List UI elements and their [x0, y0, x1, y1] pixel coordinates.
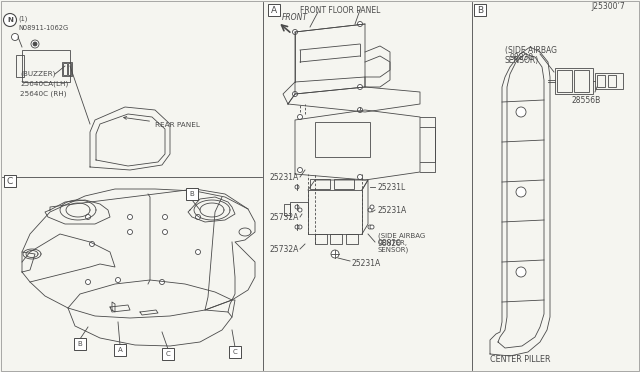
Circle shape — [295, 185, 299, 189]
Text: 25231L: 25231L — [378, 183, 406, 192]
Circle shape — [516, 267, 526, 277]
Circle shape — [370, 205, 374, 209]
Text: B: B — [189, 191, 195, 197]
Bar — [63, 63, 67, 75]
Bar — [315, 234, 327, 244]
Text: (1): (1) — [18, 16, 28, 22]
Circle shape — [368, 208, 372, 212]
FancyBboxPatch shape — [268, 4, 280, 16]
Circle shape — [3, 13, 17, 26]
Circle shape — [358, 108, 362, 112]
Circle shape — [298, 115, 303, 119]
Text: 25732A: 25732A — [270, 244, 300, 253]
Bar — [315, 122, 370, 157]
Text: (BUZZER): (BUZZER) — [20, 71, 56, 77]
Circle shape — [12, 33, 19, 41]
Text: 25231A: 25231A — [270, 173, 300, 182]
Text: 25231A: 25231A — [378, 205, 407, 215]
FancyBboxPatch shape — [162, 348, 174, 360]
Text: C: C — [166, 351, 170, 357]
Circle shape — [31, 40, 39, 48]
FancyBboxPatch shape — [4, 175, 16, 187]
Circle shape — [358, 84, 362, 90]
Bar — [595, 73, 623, 89]
Bar — [22, 50, 70, 82]
Circle shape — [86, 215, 90, 219]
Text: 98830: 98830 — [510, 52, 534, 61]
Circle shape — [90, 241, 95, 247]
Bar — [555, 68, 593, 94]
Circle shape — [295, 205, 299, 209]
Circle shape — [516, 107, 526, 117]
Text: CENTER PILLER: CENTER PILLER — [490, 356, 550, 365]
Text: 25231A: 25231A — [352, 260, 381, 269]
Text: A: A — [118, 347, 122, 353]
Circle shape — [331, 250, 339, 258]
Circle shape — [292, 29, 298, 35]
Text: 25640CA(LH): 25640CA(LH) — [20, 81, 68, 87]
Circle shape — [127, 215, 132, 219]
Text: J25300’7: J25300’7 — [591, 1, 625, 10]
Bar — [62, 62, 72, 76]
Circle shape — [298, 167, 303, 173]
Text: FRONT FLOOR PANEL: FRONT FLOOR PANEL — [300, 6, 380, 15]
Text: N08911-1062G: N08911-1062G — [18, 25, 68, 31]
Text: C: C — [232, 349, 237, 355]
Text: 98820: 98820 — [378, 240, 402, 248]
Text: A: A — [271, 6, 277, 15]
Text: (SIDE AIRBAG
SENSOR): (SIDE AIRBAG SENSOR) — [505, 46, 557, 65]
Bar — [574, 70, 589, 92]
FancyBboxPatch shape — [74, 338, 86, 350]
Circle shape — [358, 174, 362, 180]
Bar — [330, 234, 342, 244]
Bar — [346, 234, 358, 244]
Bar — [557, 70, 572, 92]
Bar — [68, 63, 71, 75]
Bar — [310, 179, 330, 189]
Text: 28556B: 28556B — [572, 96, 601, 105]
Bar — [608, 75, 616, 87]
Text: B: B — [77, 341, 83, 347]
FancyBboxPatch shape — [114, 344, 126, 356]
Circle shape — [159, 279, 164, 285]
Circle shape — [292, 92, 298, 96]
Text: FRONT: FRONT — [282, 13, 308, 22]
Circle shape — [295, 225, 299, 229]
Circle shape — [370, 225, 374, 229]
Circle shape — [33, 42, 37, 46]
Circle shape — [298, 225, 302, 229]
Bar — [16, 55, 24, 77]
FancyBboxPatch shape — [229, 346, 241, 358]
Text: 25732A: 25732A — [270, 212, 300, 221]
FancyBboxPatch shape — [186, 188, 198, 200]
Circle shape — [163, 230, 168, 234]
Text: N: N — [7, 17, 13, 23]
Bar — [334, 179, 354, 189]
Text: C: C — [7, 176, 13, 186]
Bar — [597, 75, 605, 87]
Text: 25640C (RH): 25640C (RH) — [20, 91, 67, 97]
Text: REAR PANEL: REAR PANEL — [124, 116, 200, 128]
Circle shape — [195, 250, 200, 254]
Text: (SIDE AIRBAG
CENTER,
SENSOR): (SIDE AIRBAG CENTER, SENSOR) — [378, 232, 425, 253]
Circle shape — [195, 215, 200, 219]
FancyBboxPatch shape — [474, 4, 486, 16]
Circle shape — [298, 208, 302, 212]
Circle shape — [127, 230, 132, 234]
Circle shape — [86, 279, 90, 285]
Circle shape — [516, 187, 526, 197]
Text: B: B — [477, 6, 483, 15]
Circle shape — [163, 215, 168, 219]
Circle shape — [358, 22, 362, 26]
Circle shape — [115, 278, 120, 282]
Circle shape — [368, 225, 372, 229]
